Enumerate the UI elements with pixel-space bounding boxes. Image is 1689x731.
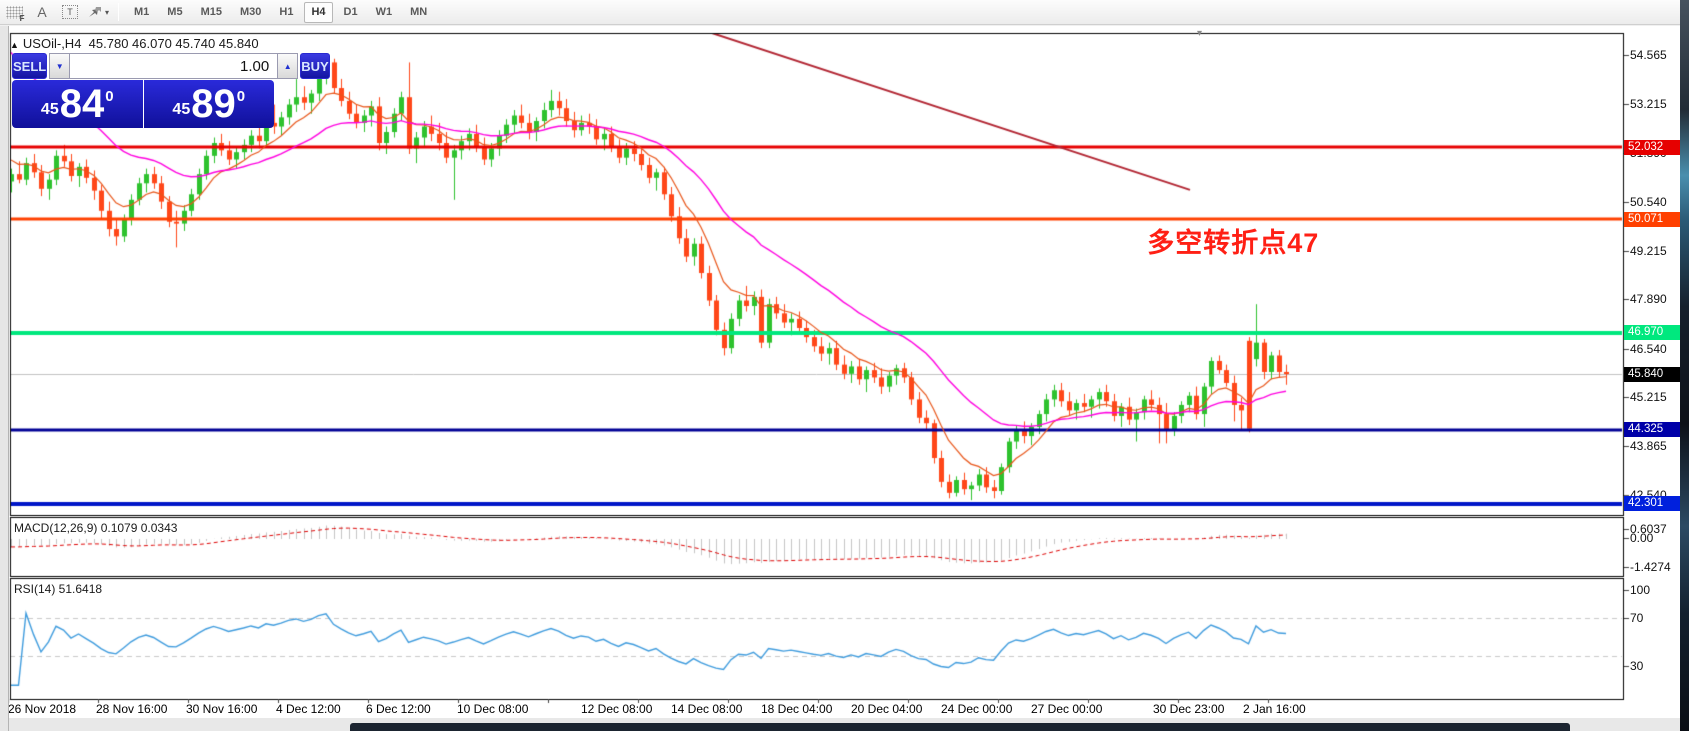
date-label: 20 Dec 04:00 xyxy=(851,702,923,716)
price-tick-label: 46.540 xyxy=(1630,341,1667,356)
symbol-timeframe: USOil-,H4 xyxy=(22,36,82,51)
timeframe-button-M30[interactable]: M30 xyxy=(239,6,262,18)
ohlc-values: 45.780 46.070 45.740 45.840 xyxy=(88,36,259,51)
price-tick-label: 43.865 xyxy=(1630,439,1667,454)
timeframe-button-MN[interactable]: MN xyxy=(410,6,428,18)
macd-indicator-label: MACD(12,26,9) 0.1079 0.0343 xyxy=(14,521,178,535)
indicator-scale-label: 70 xyxy=(1630,611,1644,625)
timeframe-button-M1[interactable]: M1 xyxy=(134,6,150,18)
date-axis[interactable]: 26 Nov 2018 28 Nov 16:00 30 Nov 16:00 4 Dec… xyxy=(0,702,1680,718)
price-tick-label: 49.215 xyxy=(1630,243,1667,258)
price-tick-label: 50.540 xyxy=(1630,194,1667,209)
desktop-edge xyxy=(1680,0,1689,731)
timeframe-button-M5[interactable]: M5 xyxy=(167,6,183,18)
sell-price-point: 0 xyxy=(105,87,114,105)
price-tick-label: 53.215 xyxy=(1630,97,1667,111)
buy-price-display[interactable]: 45 89 0 xyxy=(143,80,274,128)
grid-f-icon: F xyxy=(5,5,25,23)
timeframe-button-H1[interactable]: H1 xyxy=(279,6,294,18)
price-tick-label: 47.890 xyxy=(1630,292,1667,307)
chart-shift-marker-icon[interactable]: ▾ xyxy=(1197,28,1203,39)
date-label: 12 Dec 08:00 xyxy=(581,702,653,716)
buy-price-whole: 45 xyxy=(172,101,191,118)
buy-price-big: 89 xyxy=(191,82,236,126)
arrows-icon xyxy=(89,7,101,17)
text-box-icon: T xyxy=(62,5,78,19)
date-label: 30 Dec 23:00 xyxy=(1153,702,1225,716)
volume-input[interactable] xyxy=(70,53,278,79)
date-label: 18 Dec 04:00 xyxy=(761,702,833,716)
window-left-frame xyxy=(0,26,9,731)
indicator-scale-label: 100 xyxy=(1630,583,1651,597)
date-label: 10 Dec 08:00 xyxy=(457,702,529,716)
date-label: 28 Nov 16:00 xyxy=(96,702,168,716)
sell-button[interactable]: SELL xyxy=(12,53,48,79)
one-click-trading-panel: SELL ▼ ▲ BUY 45 84 0 45 89 0 xyxy=(12,53,330,128)
indicator-scale-label: -1.4274 xyxy=(1630,560,1671,574)
price-tag-46.970: 46.970 xyxy=(1624,325,1680,341)
rsi-indicator-label: RSI(14) 51.6418 xyxy=(14,582,103,596)
timeframe-button-H4[interactable]: H4 xyxy=(304,1,333,23)
date-label: 27 Dec 00:00 xyxy=(1031,702,1103,716)
toolbar-separator xyxy=(118,3,120,21)
price-tick-label: 45.215 xyxy=(1630,390,1667,405)
date-label: 6 Dec 12:00 xyxy=(366,702,431,716)
sell-price-big: 84 xyxy=(59,82,105,126)
buy-price-point: 0 xyxy=(236,87,246,105)
toolbar-button-grid-f[interactable]: F xyxy=(2,2,26,23)
taskbar-edge xyxy=(350,723,1570,731)
timeframe-button-M15[interactable]: M15 xyxy=(200,6,222,18)
indicator-scale-label: 0.00 xyxy=(1630,531,1654,545)
toolbar: F A T ▾ M1 M5 M15 M30 H1 H4 D1 W1 MN xyxy=(0,0,1680,25)
buy-button[interactable]: BUY xyxy=(300,53,330,79)
price-tag-52.032: 52.032 xyxy=(1624,139,1680,155)
chart-annotation-text: 多空转折点47 xyxy=(1147,227,1320,258)
price-tick-label: 54.565 xyxy=(1630,47,1667,62)
sell-price-display[interactable]: 45 84 0 xyxy=(12,80,143,128)
date-label: 26 Nov 2018 xyxy=(8,702,77,716)
chart-title: ▲ USOil-,H4 45.780 46.070 45.740 45.840 xyxy=(10,36,259,51)
price-tag-45.840: 45.840 xyxy=(1624,366,1680,382)
toolbar-button-text-label[interactable]: A xyxy=(30,2,54,23)
timeframe-button-W1[interactable]: W1 xyxy=(375,6,393,18)
timeframe-button-D1[interactable]: D1 xyxy=(343,6,358,18)
date-label: 4 Dec 12:00 xyxy=(276,702,341,716)
indicator-scale-label: 0.6037 xyxy=(1630,522,1667,536)
indicator-scale-label: 30 xyxy=(1630,659,1644,673)
price-tag-44.325: 44.325 xyxy=(1624,422,1680,438)
sell-price-whole: 45 xyxy=(40,101,59,118)
volume-increase-button[interactable]: ▲ xyxy=(277,53,299,79)
volume-decrease-button[interactable]: ▼ xyxy=(49,53,71,79)
toolbar-button-text-box[interactable]: T xyxy=(58,2,82,23)
toolbar-button-arrows[interactable]: ▾ xyxy=(86,2,110,23)
volume-stepper: ▼ ▲ xyxy=(49,53,299,79)
price-tag-42.301: 42.301 xyxy=(1624,496,1680,512)
price-tag-50.071: 50.071 xyxy=(1624,211,1680,227)
date-label: 2 Jan 16:00 xyxy=(1243,702,1306,716)
price-axis[interactable]: 54.56553.21551.89050.54049.21547.89046.5… xyxy=(1624,26,1680,718)
date-label: 30 Nov 16:00 xyxy=(186,702,258,716)
date-label: 24 Dec 00:00 xyxy=(941,702,1013,716)
symbol-marker-icon: ▲ xyxy=(10,40,19,50)
text-label-icon: A xyxy=(37,4,47,20)
date-label: 14 Dec 08:00 xyxy=(671,702,743,716)
chevron-down-icon: ▾ xyxy=(105,7,110,17)
